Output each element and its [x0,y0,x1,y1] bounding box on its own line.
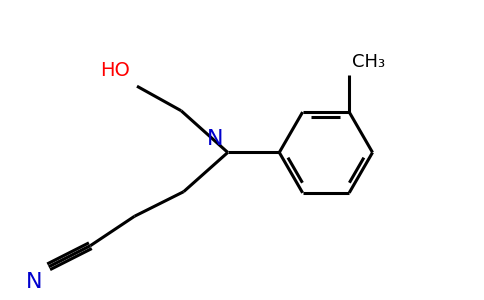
Text: N: N [26,272,43,292]
Text: CH₃: CH₃ [352,53,385,71]
Text: HO: HO [100,61,130,80]
Text: N: N [207,128,224,148]
